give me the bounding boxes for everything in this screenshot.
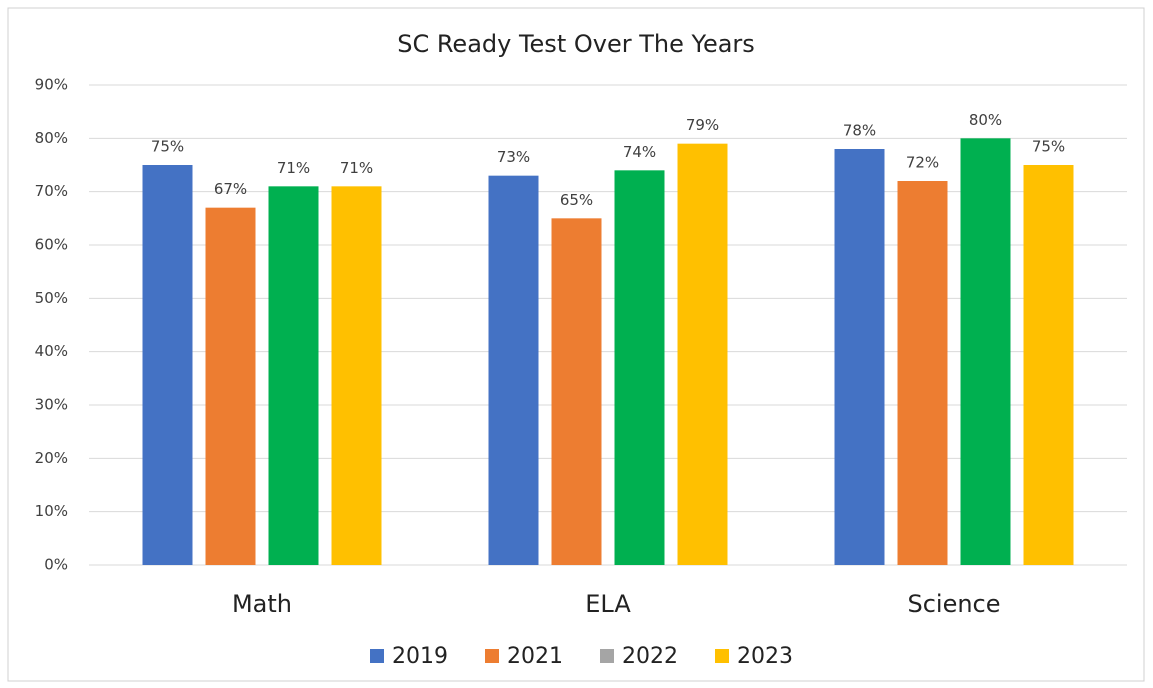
legend-swatch xyxy=(485,649,499,663)
bar xyxy=(331,186,382,566)
legend-swatch xyxy=(370,649,384,663)
value-label: 75% xyxy=(1032,138,1065,156)
bar xyxy=(677,143,728,565)
y-tick-label: 30% xyxy=(35,396,68,414)
y-tick-label: 10% xyxy=(35,502,68,520)
value-label: 71% xyxy=(277,159,310,177)
legend-swatch xyxy=(715,649,729,663)
bar xyxy=(1023,165,1074,565)
bar xyxy=(142,165,193,565)
x-tick-label: Science xyxy=(907,590,1000,618)
value-label: 75% xyxy=(151,138,184,156)
chart-title: SC Ready Test Over The Years xyxy=(397,30,755,58)
legend-label: 2023 xyxy=(737,644,793,669)
legend-label: 2022 xyxy=(622,644,678,669)
bar xyxy=(488,175,539,565)
value-label: 79% xyxy=(686,116,719,134)
bar xyxy=(614,170,665,566)
bar xyxy=(268,186,319,566)
value-label: 73% xyxy=(497,148,530,166)
value-label: 65% xyxy=(560,191,593,209)
y-tick-label: 90% xyxy=(35,76,68,94)
y-tick-label: 40% xyxy=(35,342,68,360)
x-tick-label: Math xyxy=(232,590,292,618)
legend-label: 2021 xyxy=(507,644,563,669)
bar xyxy=(834,149,885,565)
y-tick-label: 20% xyxy=(35,449,68,467)
bar xyxy=(551,218,602,566)
value-label: 74% xyxy=(623,143,656,161)
legend-swatch xyxy=(600,649,614,663)
bar xyxy=(205,207,256,565)
value-label: 71% xyxy=(340,159,373,177)
value-label: 80% xyxy=(969,111,1002,129)
value-label: 78% xyxy=(843,122,876,140)
y-tick-label: 70% xyxy=(35,182,68,200)
value-label: 67% xyxy=(214,180,247,198)
bar xyxy=(960,138,1011,566)
y-tick-label: 0% xyxy=(44,556,68,574)
legend-label: 2019 xyxy=(392,644,448,669)
y-tick-label: 50% xyxy=(35,289,68,307)
x-tick-label: ELA xyxy=(585,590,631,618)
bar xyxy=(897,181,948,565)
value-label: 72% xyxy=(906,154,939,172)
y-tick-label: 60% xyxy=(35,236,68,254)
y-tick-label: 80% xyxy=(35,129,68,147)
